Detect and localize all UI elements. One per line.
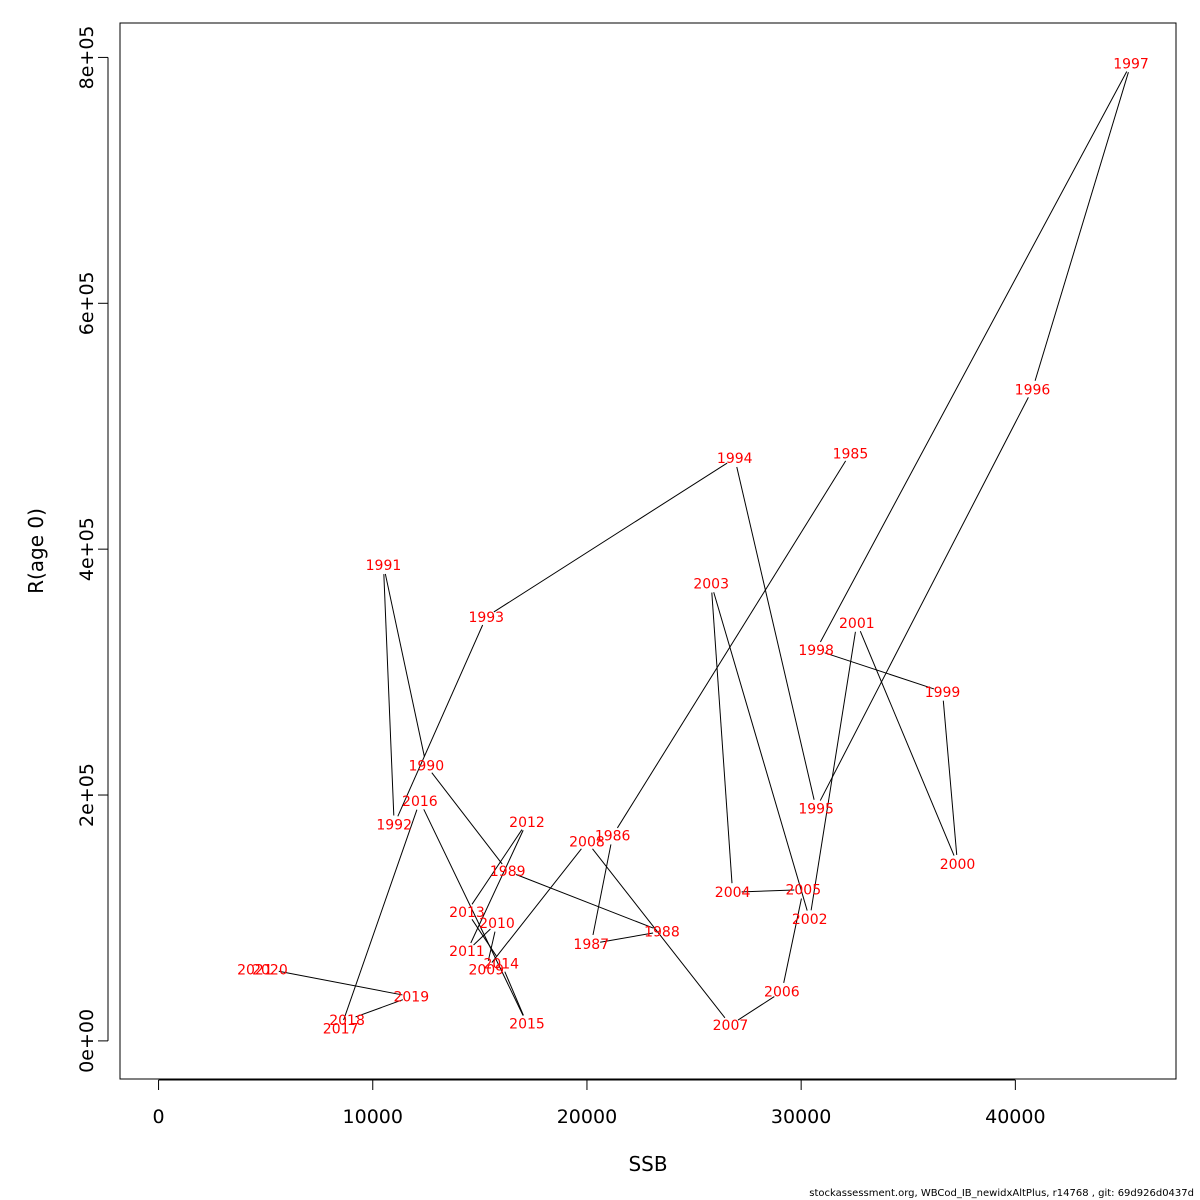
series-segment-2008-2009 [491,848,582,963]
point-label-2019: 2019 [393,990,429,1006]
x-tick-label: 0 [153,1106,165,1128]
y-tick-label: 4e+05 [76,517,98,581]
point-label-1991: 1991 [366,558,402,574]
y-axis-title: R(age 0) [24,508,48,594]
x-axis-title: SSB [628,1152,667,1176]
point-label-1999: 1999 [925,685,961,701]
series-segment-2014-2015 [504,971,524,1016]
series-path [278,71,1129,1021]
point-label-2002: 2002 [792,912,828,928]
series-segment-2019-2020 [278,970,403,996]
series-segment-1988-1989 [515,874,654,929]
x-tick-label: 10000 [343,1106,403,1128]
x-tick-label: 40000 [985,1106,1045,1128]
y-tick-label: 2e+05 [76,763,98,827]
point-label-1996: 1996 [1015,382,1051,398]
series-segment-2012-2013 [471,829,523,905]
point-label-2014: 2014 [483,956,519,972]
series-segment-2001-2002 [810,631,856,911]
point-label-2013: 2013 [449,905,485,921]
series-segment-1985-1986 [616,460,847,829]
series-segment-2013-2014 [471,919,497,957]
series-segment-1994-1995 [736,466,815,800]
point-labels: 1985 1986 1987 1988 1989 1990 1991 1992 1993 1994… [237,57,1149,1038]
series-segment-2006-2007 [737,996,775,1021]
point-label-2007: 2007 [713,1018,749,1034]
series-segment-1999-2000 [942,700,958,855]
series-segment-2016-2017 [343,809,418,1021]
y-axis: 0e+00 2e+05 4e+05 6e+05 8e+05 [76,25,109,1073]
series-segment-1992-1993 [397,624,484,817]
series-segment-2015-2016 [423,809,524,1016]
plot-frame [119,22,1177,1080]
series-segment-1995-1996 [819,397,1029,801]
point-label-2010: 2010 [479,916,515,932]
y-tick-label: 8e+05 [76,25,98,89]
series-segment-2018-2019 [355,999,404,1018]
point-label-1997: 1997 [1113,57,1149,73]
series-segment-1991-1992 [383,574,395,816]
x-tick-label: 30000 [771,1106,831,1128]
series-segment-2004-2005 [741,889,795,893]
point-label-2009: 2009 [468,963,504,979]
point-label-1986: 1986 [595,829,631,845]
y-tick-label: 6e+05 [76,271,98,335]
y-tick-label: 0e+00 [76,1009,98,1073]
point-label-1990: 1990 [408,759,444,775]
series-segment-1998-1999 [824,652,935,690]
point-label-2018: 2018 [329,1013,365,1029]
series-segment-2002-2003 [713,592,808,911]
series-segment-1997-1998 [819,71,1128,643]
point-label-2003: 2003 [693,577,729,593]
point-label-2006: 2006 [764,985,800,1001]
point-label-1994: 1994 [717,451,753,467]
point-label-2000: 2000 [940,857,976,873]
point-label-2020: 2020 [252,963,288,979]
series-segment-1990-1991 [384,573,425,757]
series-segment-1993-1994 [493,462,728,613]
point-label-1988: 1988 [644,924,680,940]
point-label-2001: 2001 [839,616,875,632]
point-label-2012: 2012 [509,815,545,831]
point-label-2008: 2008 [569,835,605,851]
series-segment-2009-2010 [487,931,496,961]
series-segment-2000-2001 [859,631,955,856]
x-axis: 0 10000 20000 30000 40000 [153,1079,1046,1128]
point-label-2005: 2005 [785,883,821,899]
point-label-2015: 2015 [509,1017,545,1033]
series-segment-1996-1997 [1034,72,1129,381]
point-label-1998: 1998 [798,643,834,659]
point-label-1993: 1993 [468,610,504,626]
series-segment-2005-2006 [783,898,802,984]
point-label-2016: 2016 [402,794,438,810]
series-segment-1987-1988 [600,932,654,943]
x-tick-label: 20000 [557,1106,617,1128]
point-label-2017: 2017 [323,1022,359,1038]
point-label-2021: 2021 [237,963,273,979]
point-label-1989: 1989 [490,864,526,880]
point-label-2004: 2004 [715,885,751,901]
point-label-1987: 1987 [573,937,609,953]
series-segment-2003-2004 [711,592,733,884]
point-label-1992: 1992 [376,818,412,834]
footer-caption: stockassessment.org, WBCod_IB_newidxAltP… [809,1188,1194,1199]
point-label-1985: 1985 [833,446,869,462]
series-segment-2007-2008 [592,848,726,1019]
point-label-1995: 1995 [798,802,834,818]
series-segment-1989-1990 [431,772,503,865]
series-segment-1986-1987 [592,844,612,936]
series-segment-2010-2011 [473,928,491,946]
point-label-2011: 2011 [449,944,485,960]
